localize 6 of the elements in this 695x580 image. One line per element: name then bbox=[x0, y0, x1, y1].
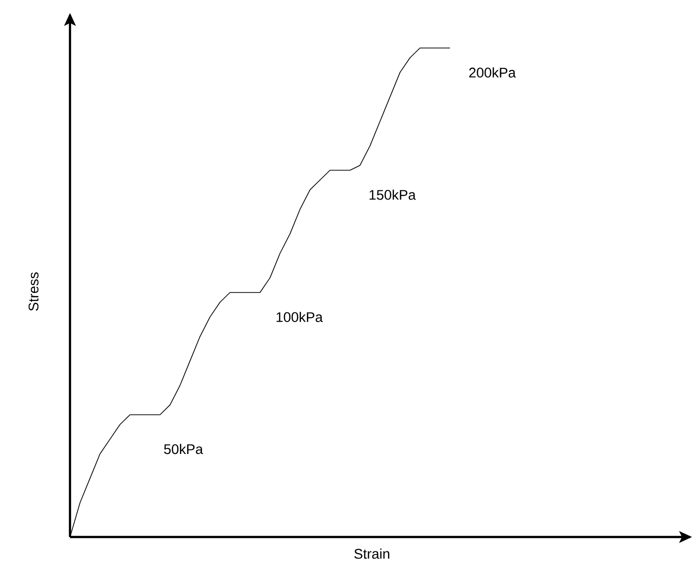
annotation: 50kPa bbox=[164, 444, 204, 454]
y-axis-title: Stress bbox=[28, 272, 38, 311]
annotation: 150kPa bbox=[370, 190, 416, 200]
text: 200kPa bbox=[469, 67, 516, 78]
annotation: 100kPa bbox=[276, 312, 323, 322]
x-axis-title: Strain bbox=[354, 548, 390, 559]
